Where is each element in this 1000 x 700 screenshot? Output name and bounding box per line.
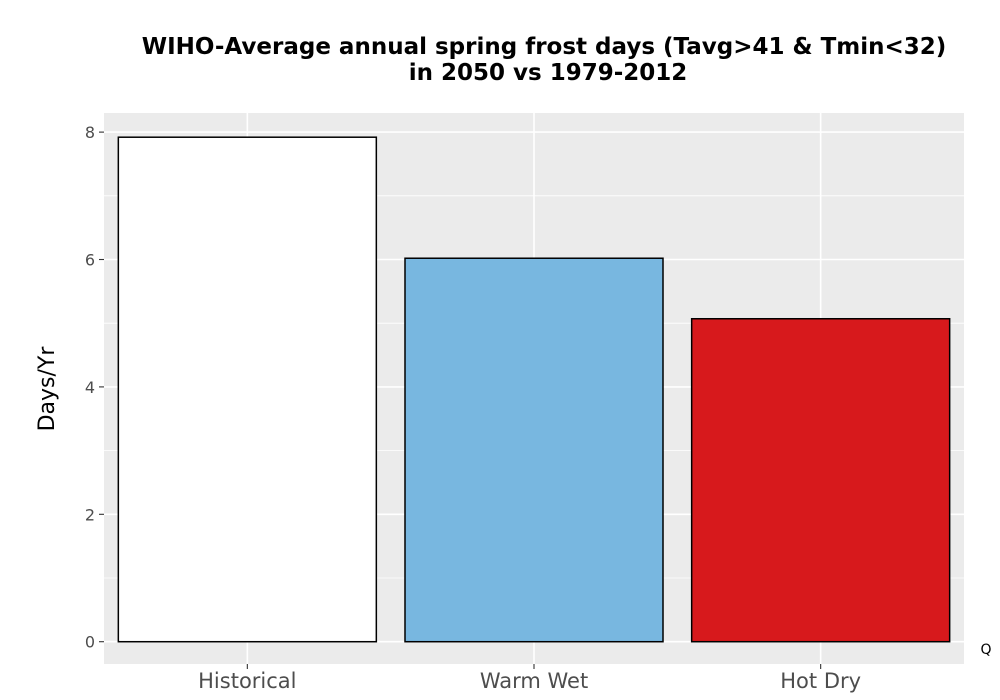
y-axis: 0 2 4 6 8 xyxy=(85,123,104,652)
y-tick-label: 0 xyxy=(85,633,95,652)
chart-subtitle: in 2050 vs 1979-2012 xyxy=(409,60,688,86)
x-tick-label: Historical xyxy=(198,669,296,693)
bar-warm-wet xyxy=(404,257,664,643)
x-tick-label: Warm Wet xyxy=(480,669,588,693)
x-tick-label: Hot Dry xyxy=(780,669,861,693)
bar-hot-dry xyxy=(690,317,951,643)
y-tick-label: 2 xyxy=(85,505,95,524)
y-tick-label: 8 xyxy=(85,123,95,142)
bars xyxy=(117,136,951,643)
y-tick-label: 6 xyxy=(85,251,95,270)
bar-historical xyxy=(117,136,378,643)
y-tick-label: 4 xyxy=(85,378,95,397)
chart-title: WIHO-Average annual spring frost days (T… xyxy=(142,34,947,60)
corner-label: Q xyxy=(980,642,991,658)
x-axis: Historical Warm Wet Hot Dry xyxy=(198,664,861,693)
y-axis-label: Days/Yr xyxy=(35,346,60,432)
